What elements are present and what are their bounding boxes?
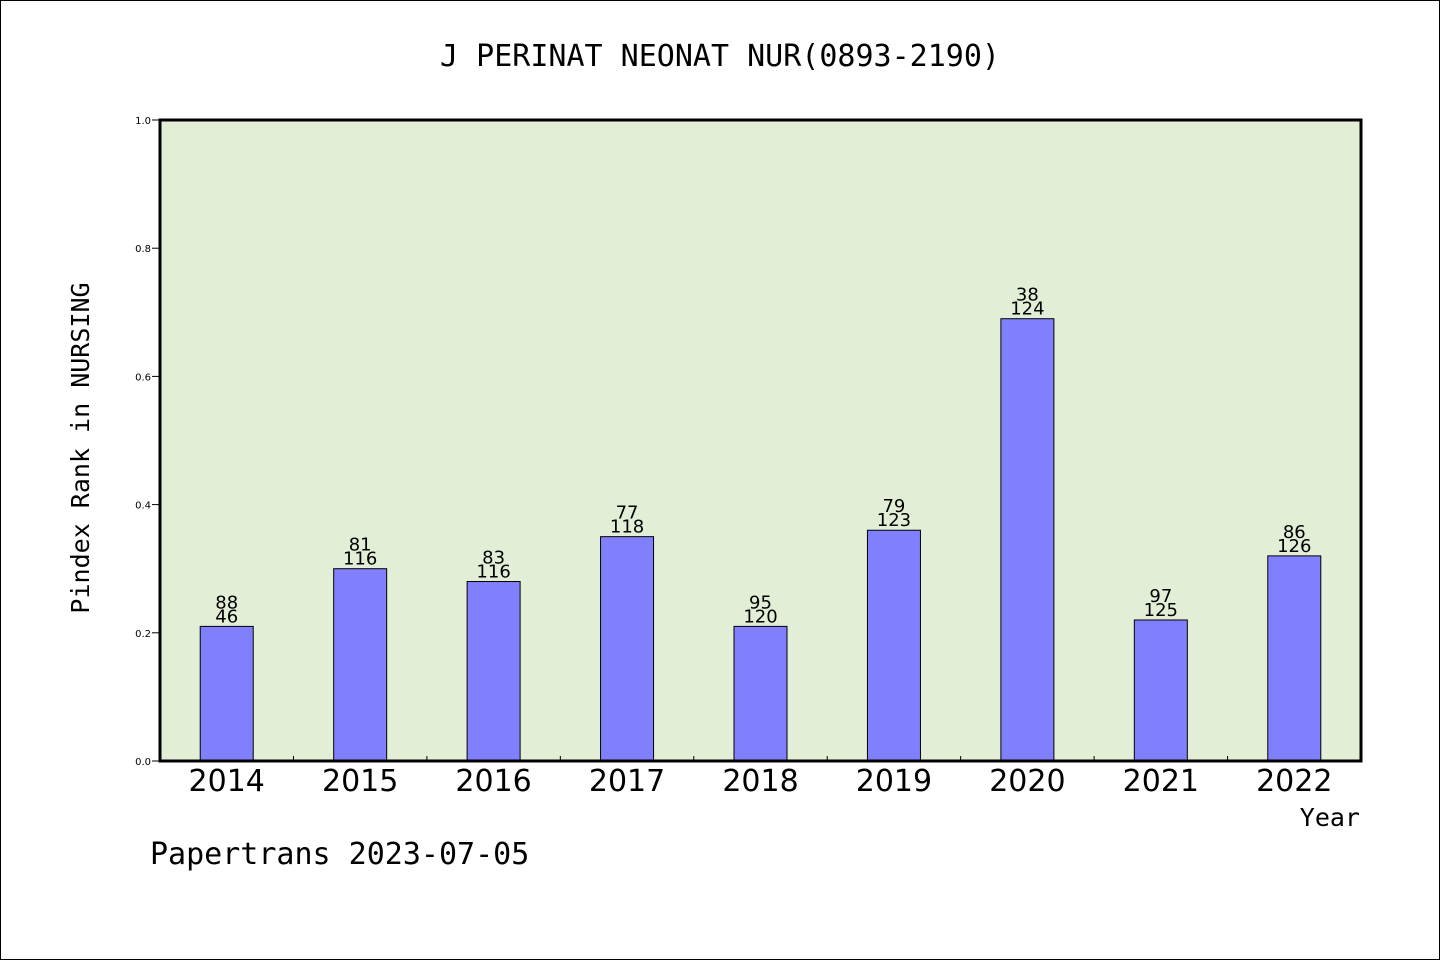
bar-2014 <box>199 625 254 762</box>
bar-label-top: 88 <box>215 592 238 613</box>
bar-label-bottom: 46 <box>215 606 238 627</box>
y-axis-label: Pindex Rank in NURSING <box>66 282 95 613</box>
y-axis-ticks: 0.0 0.2 0.4 0.6 0.8 1.0 <box>135 116 160 768</box>
x-tick-label: 2019 <box>856 764 932 799</box>
bar-label-bottom: 118 <box>610 517 644 538</box>
y-tick-label: 1.0 <box>135 116 151 127</box>
bars-group <box>199 318 1322 762</box>
bar-label-top: 95 <box>749 592 772 613</box>
bar-label-top: 97 <box>1149 586 1172 607</box>
bar-label-top: 77 <box>616 503 639 524</box>
bar-2021 <box>1133 619 1188 762</box>
bar-2015 <box>333 568 388 762</box>
y-tick-label: 0.4 <box>135 501 151 512</box>
x-tick-label: 2016 <box>455 764 531 799</box>
x-tick-label: 2021 <box>1123 764 1199 799</box>
x-tick-label: 2017 <box>589 764 665 799</box>
x-axis-ticks: 2014 2015 2016 2017 2018 2019 2020 2021 2022 <box>189 756 1332 799</box>
bar-label-bottom: 126 <box>1277 536 1311 557</box>
x-tick-label: 2022 <box>1256 764 1332 799</box>
y-tick-label: 0.0 <box>135 757 151 768</box>
chart-title: J PERINAT NEONAT NUR(0893-2190) <box>440 39 1000 74</box>
bar-label-top: 81 <box>349 535 372 556</box>
bar-2022 <box>1267 555 1322 762</box>
x-tick-label: 2014 <box>189 764 265 799</box>
y-tick-label: 0.6 <box>135 372 151 383</box>
x-tick-label: 2015 <box>322 764 398 799</box>
bar-label-bottom: 123 <box>877 510 911 531</box>
x-tick-label: 2020 <box>989 764 1065 799</box>
bar-label-bottom: 124 <box>1010 299 1044 320</box>
footer-watermark: Papertrans 2023-07-05 <box>150 837 529 872</box>
bar-2017 <box>600 536 655 762</box>
plot-border <box>158 118 1363 763</box>
bar-label-top: 79 <box>882 496 905 517</box>
x-tick-label: 2018 <box>722 764 798 799</box>
bar-2020 <box>1000 318 1055 762</box>
bar-label-top: 83 <box>482 548 505 569</box>
bar-label-bottom: 120 <box>743 606 777 627</box>
bar-label-bottom: 116 <box>476 562 510 583</box>
bar-2019 <box>866 529 921 762</box>
bar-label-bottom: 116 <box>343 549 377 570</box>
y-tick-label: 0.2 <box>135 629 151 640</box>
y-tick-label: 0.8 <box>135 244 151 255</box>
x-axis-label: Year <box>1300 803 1360 832</box>
bar-label-top: 86 <box>1283 522 1306 543</box>
bar-2016 <box>466 581 521 762</box>
bar-label-bottom: 125 <box>1144 600 1178 621</box>
bar-label-top: 38 <box>1016 285 1039 306</box>
bar-2018 <box>733 625 788 762</box>
